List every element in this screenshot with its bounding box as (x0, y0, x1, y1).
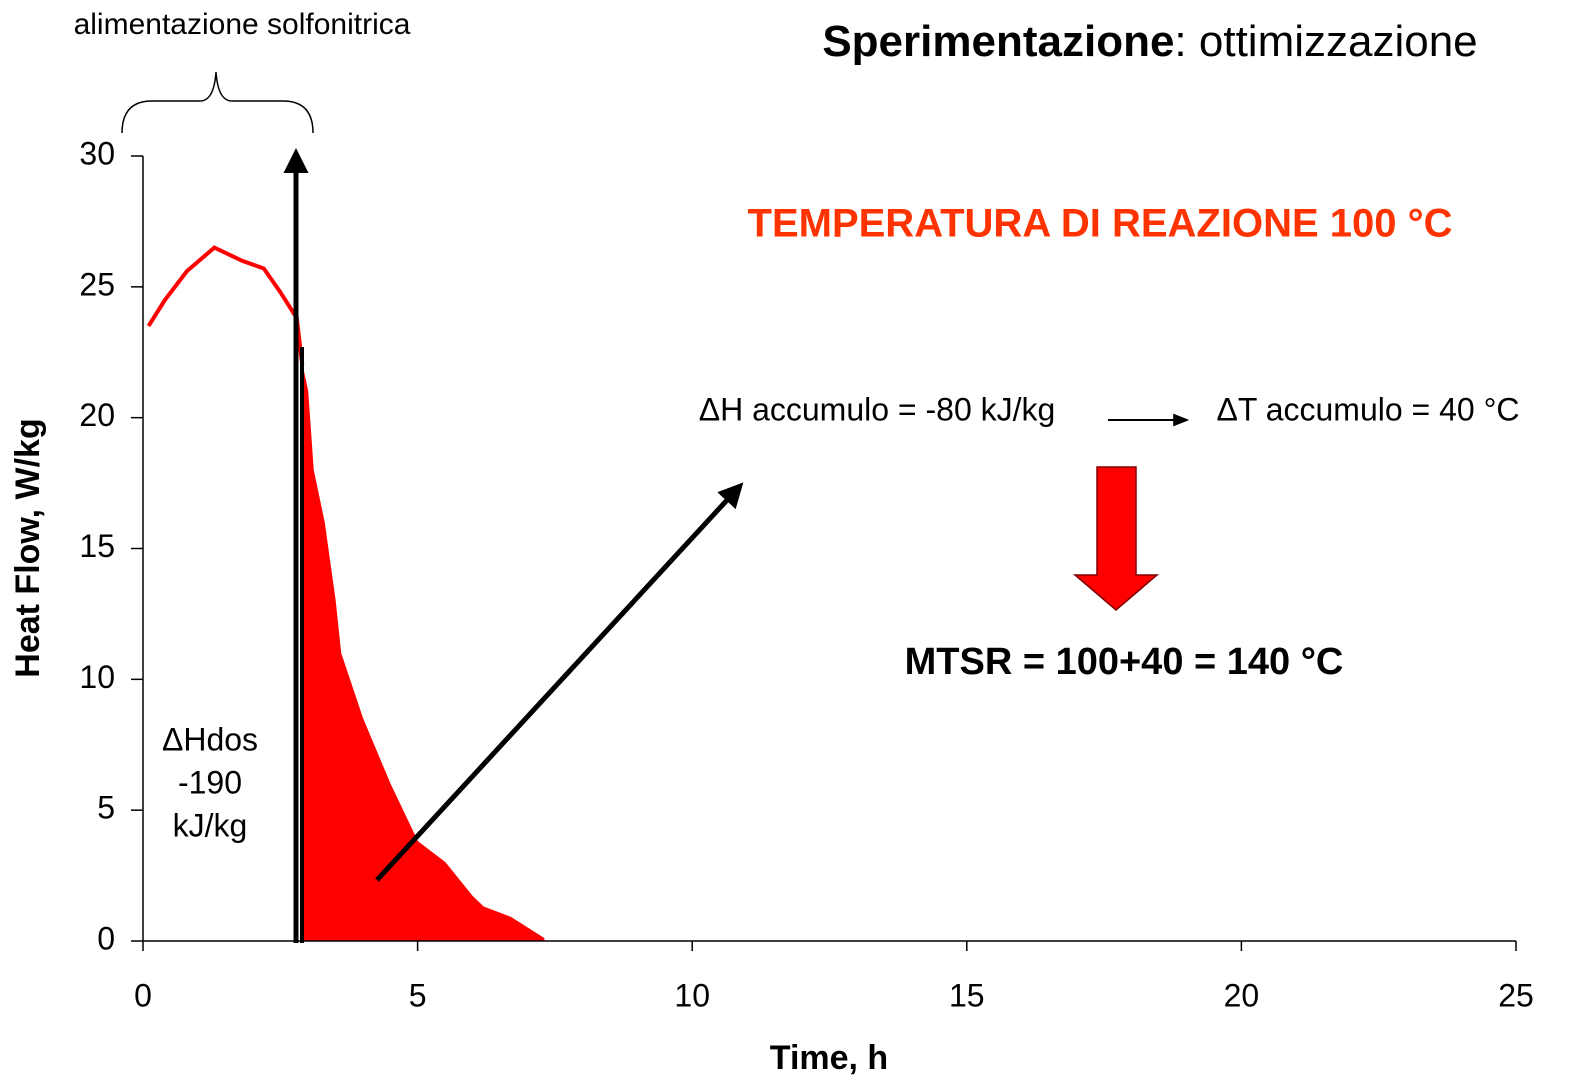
y-tick-label: 30 (79, 135, 115, 171)
x-tick-label: 25 (1498, 977, 1534, 1013)
dh-accumulo: ΔH accumulo = -80 kJ/kg (699, 391, 1056, 427)
line (146, 245, 305, 366)
dhdos-value: -190 (178, 764, 242, 800)
title-bold: Sperimentazione (822, 17, 1174, 66)
x-axis-label: Time, h (770, 1039, 888, 1077)
y-tick-label: 20 (79, 397, 115, 433)
x-tick-label: 0 (134, 977, 152, 1013)
y-tick-label: 0 (97, 920, 115, 956)
down-arrow (1072, 466, 1160, 611)
y-axis-label: Heat Flow, W/kg (9, 418, 47, 677)
brace (121, 71, 314, 134)
x-tick-label: 15 (949, 977, 985, 1013)
title-rest: : ottimizzazione (1174, 17, 1477, 66)
dt-accumulo: ΔT accumulo = 40 °C (1216, 391, 1519, 427)
dhdos-unit: kJ/kg (173, 807, 248, 843)
y-tick-label: 5 (97, 790, 115, 826)
dhdos-label: ΔHdos (162, 721, 258, 757)
temperature-label: TEMPERATURA DI REAZIONE 100 °C (748, 202, 1453, 246)
x-tick-label: 10 (674, 977, 710, 1013)
x-tick-label: 5 (409, 977, 427, 1013)
plot: 0 5 10 15 20 25 30 0 5 10 15 20 25 (79, 135, 1533, 1013)
y-tick-label: 25 (79, 266, 115, 302)
accumulation-arrow (375, 482, 744, 882)
mtsr-label: MTSR = 100+40 = 140 °C (905, 641, 1344, 683)
slide-title: Sperimentazione: ottimizzazione (822, 17, 1477, 66)
x-tick-label: 20 (1224, 977, 1260, 1013)
area (301, 365, 545, 942)
y-tick-label: 15 (79, 528, 115, 564)
y-tick-label: 10 (79, 659, 115, 695)
feed-label: alimentazione solfonitrica (74, 8, 411, 41)
